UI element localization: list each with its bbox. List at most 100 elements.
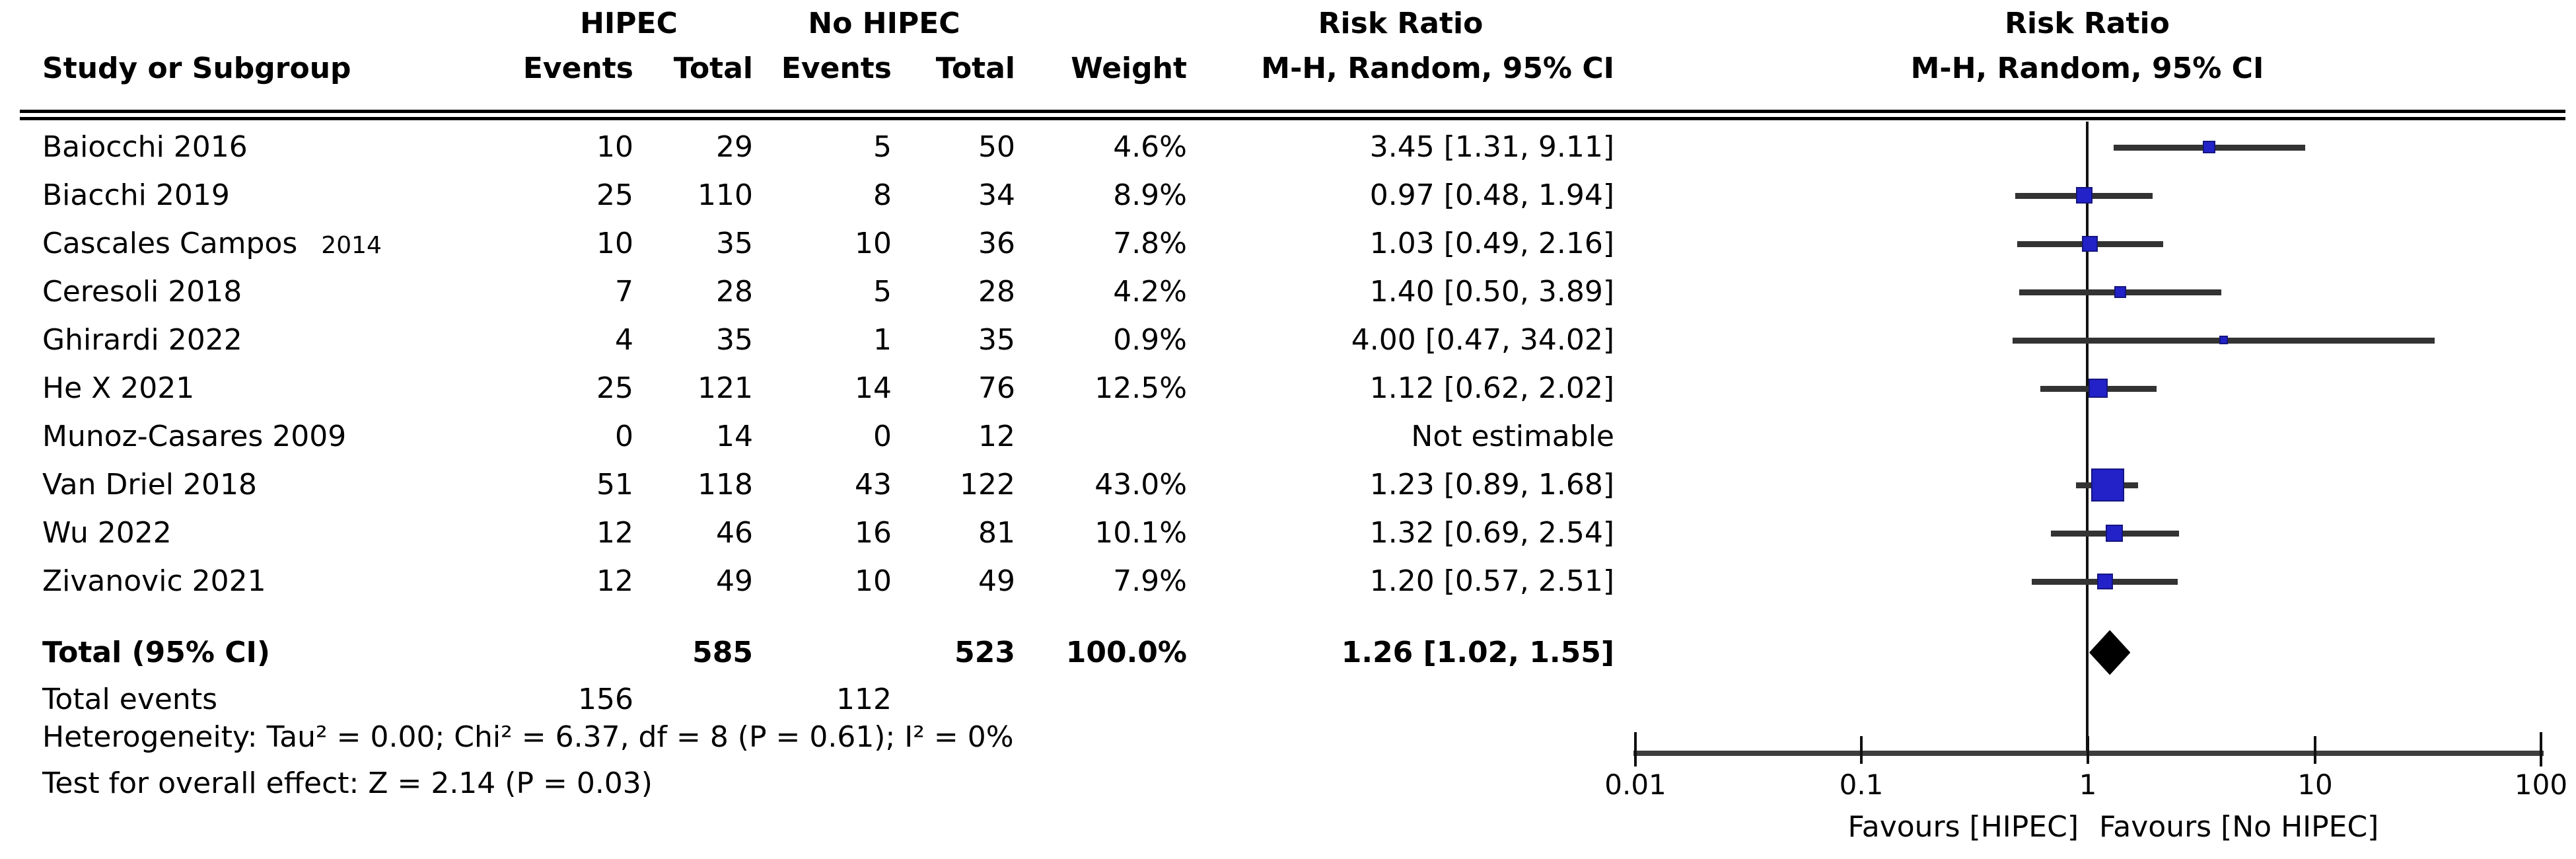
study-name: Baiocchi 2016 xyxy=(42,130,248,164)
hipec-events-cell: 25 xyxy=(596,371,633,405)
nohipec-events-cell: 8 xyxy=(873,178,892,212)
study-name: Munoz-Casares 2009 xyxy=(42,420,347,453)
effect-square xyxy=(2082,235,2098,252)
study-label: Zivanovic 2021 xyxy=(42,564,505,598)
overall-effect-text: Test for overall effect: Z = 2.14 (P = 0… xyxy=(42,766,653,800)
weight-cell: 8.9% xyxy=(1113,178,1187,212)
study-label: Baiocchi 2016 xyxy=(42,130,505,164)
study-label: Cascales Campos 2014 xyxy=(42,227,505,260)
risk-ratio-cell: 1.40 [0.50, 3.89] xyxy=(1369,275,1614,309)
favours-hipec-label: Favours [HIPEC] xyxy=(1847,810,2079,844)
study-name: Wu 2022 xyxy=(42,516,172,550)
total-row: Total (95% CI) 585 523 100.0% 1.26 [1.02… xyxy=(0,628,1657,677)
axis-tick-label: 0.01 xyxy=(1604,768,1666,801)
total-events-row: Total events 156 112 xyxy=(0,677,1657,721)
risk-ratio-cell: 3.45 [1.31, 9.11] xyxy=(1369,130,1614,164)
nohipec-events-cell: 5 xyxy=(873,130,892,164)
total-hipec-n: 585 xyxy=(692,636,753,669)
study-label: He X 2021 xyxy=(42,371,505,405)
hipec-total-cell: 118 xyxy=(698,468,753,502)
hipec-total-cell: 28 xyxy=(716,275,753,309)
hipec-total-cell: 110 xyxy=(698,178,753,212)
study-name: Ghirardi 2022 xyxy=(42,323,242,357)
hipec-total-cell: 35 xyxy=(716,227,753,260)
total-nohipec-n: 523 xyxy=(954,636,1015,669)
col-header-method-text: M-H, Random, 95% CI xyxy=(1261,52,1614,85)
risk-ratio-cell: 1.03 [0.49, 2.16] xyxy=(1369,227,1614,260)
effect-square xyxy=(2097,573,2114,589)
header-group-no-hipec: No HIPEC xyxy=(808,7,960,40)
risk-ratio-cell: 1.20 [0.57, 2.51] xyxy=(1369,564,1614,598)
nohipec-events-cell: 16 xyxy=(855,516,892,550)
study-label: Munoz-Casares 2009 xyxy=(42,420,505,453)
study-name: Van Driel 2018 xyxy=(42,468,257,502)
risk-ratio-cell: 4.00 [0.47, 34.02] xyxy=(1351,323,1614,357)
table-row: Van Driel 2018 51 118 43 122 43.0% 1.23 [0.89,… xyxy=(0,461,1657,509)
study-name: Zivanovic 2021 xyxy=(42,564,266,598)
total-weight: 100.0% xyxy=(1065,636,1187,669)
nohipec-events-cell: 10 xyxy=(855,564,892,598)
header-risk-ratio-plot: Risk Ratio xyxy=(2005,7,2170,40)
axis-tick-label: 100 xyxy=(2514,768,2568,801)
nohipec-total-cell: 12 xyxy=(978,420,1015,453)
risk-ratio-cell: 1.32 [0.69, 2.54] xyxy=(1369,516,1614,550)
table-row: Zivanovic 2021 12 49 10 49 7.9% 1.20 [0.57, 2.… xyxy=(0,557,1657,605)
study-label: Wu 2022 xyxy=(42,516,505,550)
nohipec-events-cell: 14 xyxy=(855,371,892,405)
risk-ratio-cell: 0.97 [0.48, 1.94] xyxy=(1369,178,1614,212)
hipec-events-cell: 12 xyxy=(596,564,633,598)
axis-tick xyxy=(2314,736,2316,764)
effect-square xyxy=(2089,379,2108,398)
nohipec-total-cell: 49 xyxy=(978,564,1015,598)
study-label: Ceresoli 2018 xyxy=(42,275,505,309)
weight-cell: 7.9% xyxy=(1113,564,1187,598)
axis-tick xyxy=(2540,732,2542,766)
effect-square xyxy=(2219,336,2229,344)
col-header-hipec-events: Events xyxy=(522,52,633,85)
effect-square xyxy=(2203,141,2216,153)
table-row: Ceresoli 2018 7 28 5 28 4.2% 1.40 [0.50, 3.89] xyxy=(0,268,1657,316)
table-row: Cascales Campos 2014 10 35 10 36 7.8% 1.03 [0.4… xyxy=(0,219,1657,268)
header-risk-ratio-text: Risk Ratio xyxy=(1318,7,1484,40)
nohipec-events-cell: 1 xyxy=(873,323,892,357)
total-diamond xyxy=(2089,630,2131,675)
nohipec-events-cell: 0 xyxy=(873,420,892,453)
heterogeneity-text: Heterogeneity: Tau² = 0.00; Chi² = 6.37,… xyxy=(42,720,1014,754)
weight-cell: 10.1% xyxy=(1094,516,1187,550)
table-row: Munoz-Casares 2009 0 14 0 12 Not estimable xyxy=(0,412,1657,461)
study-year: 2014 xyxy=(321,232,382,259)
axis-tick-label: 10 xyxy=(2297,768,2333,801)
weight-cell: 4.2% xyxy=(1113,275,1187,309)
hipec-total-cell: 49 xyxy=(716,564,753,598)
study-name: Ceresoli 2018 xyxy=(42,275,242,309)
nohipec-total-cell: 34 xyxy=(978,178,1015,212)
total-events-label: Total events xyxy=(42,682,217,716)
effect-square xyxy=(2114,285,2127,298)
study-label: Biacchi 2019 xyxy=(42,178,505,212)
axis-tick-label: 0.1 xyxy=(1839,768,1884,801)
axis-tick xyxy=(1860,736,1863,764)
table-row: Wu 2022 12 46 16 81 10.1% 1.32 [0.69, 2.54] xyxy=(0,509,1657,557)
risk-ratio-cell: 1.23 [0.89, 1.68] xyxy=(1369,468,1614,502)
table-row: Ghirardi 2022 4 35 1 35 0.9% 4.00 [0.47, 34.02… xyxy=(0,316,1657,364)
nohipec-total-cell: 35 xyxy=(978,323,1015,357)
axis-tick xyxy=(2087,736,2089,764)
hipec-events-cell: 51 xyxy=(596,468,633,502)
nohipec-events-cell: 5 xyxy=(873,275,892,309)
nohipec-total-cell: 36 xyxy=(978,227,1015,260)
total-label: Total (95% CI) xyxy=(42,636,271,669)
table-row: Biacchi 2019 25 110 8 34 8.9% 0.97 [0.48, 1.94… xyxy=(0,171,1657,219)
hipec-events-cell: 10 xyxy=(596,227,633,260)
col-header-nohipec-total: Total xyxy=(935,52,1015,85)
hipec-total-cell: 46 xyxy=(716,516,753,550)
total-events-hipec: 156 xyxy=(578,682,633,716)
effect-square xyxy=(2075,187,2093,204)
col-header-hipec-total: Total xyxy=(673,52,753,85)
effect-square xyxy=(2091,468,2124,502)
hipec-total-cell: 14 xyxy=(716,420,753,453)
hipec-events-cell: 7 xyxy=(615,275,633,309)
header-group-hipec: HIPEC xyxy=(580,7,678,40)
hipec-events-cell: 12 xyxy=(596,516,633,550)
col-header-nohipec-events: Events xyxy=(781,52,892,85)
